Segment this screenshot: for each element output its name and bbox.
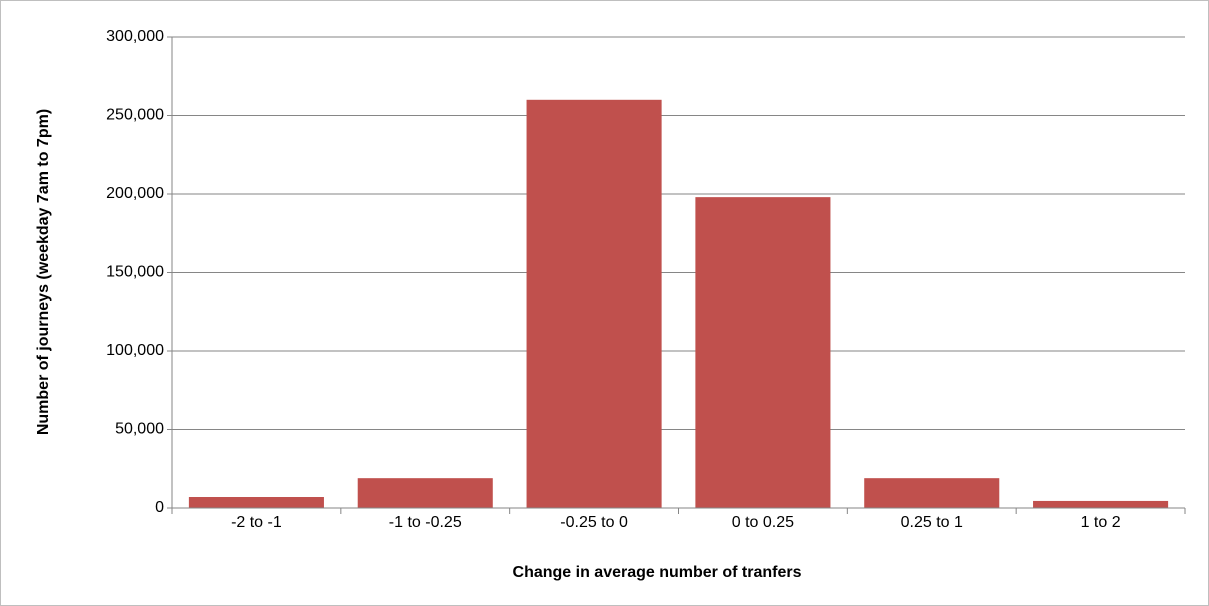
bar: [188, 497, 324, 508]
y-tick-label: 100,000: [106, 342, 164, 359]
x-tick-label: -0.25 to 0: [560, 514, 628, 531]
x-tick-label: -2 to -1: [231, 514, 282, 531]
x-tick-label: 1 to 2: [1081, 514, 1121, 531]
y-tick-label: 150,000: [106, 264, 164, 281]
x-tick-label: 0.25 to 1: [901, 514, 963, 531]
y-tick-label: 0: [155, 499, 164, 516]
x-axis-title: Change in average number of tranfers: [513, 564, 802, 581]
bar: [864, 478, 1000, 508]
bar: [1033, 500, 1169, 508]
bar: [695, 197, 831, 508]
y-tick-label: 300,000: [106, 28, 164, 45]
bar: [526, 99, 662, 509]
x-tick-label: 0 to 0.25: [732, 514, 794, 531]
y-axis-title: Number of journeys (weekday 7am to 7pm): [35, 109, 52, 435]
bar: [357, 478, 493, 508]
y-tick-label: 50,000: [115, 421, 164, 438]
y-tick-label: 250,000: [106, 107, 164, 124]
y-tick-label: 200,000: [106, 185, 164, 202]
x-tick-label: -1 to -0.25: [389, 514, 462, 531]
